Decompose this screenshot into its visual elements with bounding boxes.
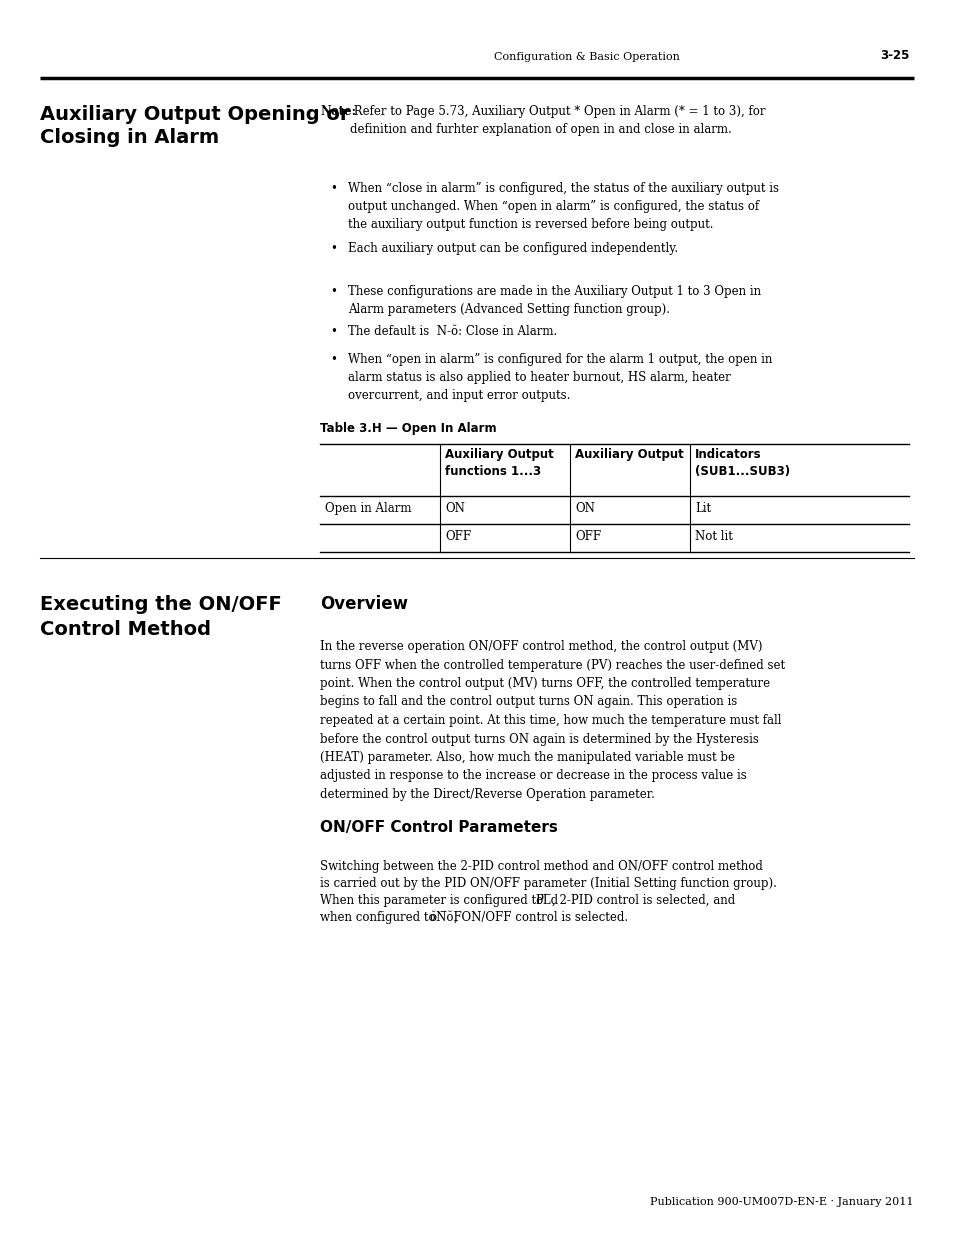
Text: Configuration & Basic Operation: Configuration & Basic Operation bbox=[494, 52, 679, 62]
Text: Auxiliary Output
functions 1...3: Auxiliary Output functions 1...3 bbox=[444, 448, 553, 478]
Text: Overview: Overview bbox=[319, 595, 408, 613]
Text: ON/OFF Control Parameters: ON/OFF Control Parameters bbox=[319, 820, 558, 835]
Text: When “close in alarm” is configured, the status of the auxiliary output is
outpu: When “close in alarm” is configured, the… bbox=[348, 182, 779, 231]
Text: P̅L̅d: P̅L̅d bbox=[535, 894, 558, 906]
Text: When “open in alarm” is configured for the alarm 1 output, the open in
alarm sta: When “open in alarm” is configured for t… bbox=[348, 353, 772, 403]
Text: These configurations are made in the Auxiliary Output 1 to 3 Open in
Alarm param: These configurations are made in the Aux… bbox=[348, 285, 760, 316]
Text: When this parameter is configured to: When this parameter is configured to bbox=[319, 894, 546, 906]
Text: Not lit: Not lit bbox=[695, 530, 732, 543]
Text: ŏN̅ŏF: ŏN̅ŏF bbox=[429, 911, 461, 924]
Text: •: • bbox=[330, 353, 336, 366]
Text: Switching between the 2-PID control method and ON/OFF control method: Switching between the 2-PID control meth… bbox=[319, 860, 762, 873]
Text: •: • bbox=[330, 182, 336, 195]
Text: In the reverse operation ON/OFF control method, the control output (MV)
turns OF: In the reverse operation ON/OFF control … bbox=[319, 640, 784, 802]
Text: ON: ON bbox=[575, 501, 595, 515]
Text: Lit: Lit bbox=[695, 501, 710, 515]
Text: Note:: Note: bbox=[319, 105, 355, 119]
Text: Indicators
(SUB1...SUB3): Indicators (SUB1...SUB3) bbox=[695, 448, 789, 478]
Text: is carried out by the PID ON/OFF parameter (Initial Setting function group).: is carried out by the PID ON/OFF paramet… bbox=[319, 877, 776, 890]
Text: , ON/OFF control is selected.: , ON/OFF control is selected. bbox=[454, 911, 627, 924]
Text: •: • bbox=[330, 325, 336, 338]
Text: ON: ON bbox=[444, 501, 464, 515]
Text: The default is  N-ŏ: Close in Alarm.: The default is N-ŏ: Close in Alarm. bbox=[348, 325, 557, 338]
Text: when configured to: when configured to bbox=[319, 911, 439, 924]
Text: Table 3.H — Open In Alarm: Table 3.H — Open In Alarm bbox=[319, 422, 497, 435]
Text: Auxiliary Output: Auxiliary Output bbox=[575, 448, 683, 461]
Text: •: • bbox=[330, 242, 336, 254]
Text: Executing the ON/OFF: Executing the ON/OFF bbox=[40, 595, 281, 614]
Text: OFF: OFF bbox=[575, 530, 600, 543]
Text: Auxiliary Output Opening or: Auxiliary Output Opening or bbox=[40, 105, 349, 124]
Text: 3-25: 3-25 bbox=[880, 49, 909, 62]
Text: Closing in Alarm: Closing in Alarm bbox=[40, 128, 219, 147]
Text: Publication 900-UM007D-EN-E · January 2011: Publication 900-UM007D-EN-E · January 20… bbox=[650, 1197, 913, 1207]
Text: , 2-PID control is selected, and: , 2-PID control is selected, and bbox=[552, 894, 735, 906]
Text: OFF: OFF bbox=[444, 530, 471, 543]
Text: Control Method: Control Method bbox=[40, 620, 211, 638]
Text: Refer to Page 5.73, Auxiliary Output * Open in Alarm (* = 1 to 3), for
definitio: Refer to Page 5.73, Auxiliary Output * O… bbox=[350, 105, 764, 136]
Text: •: • bbox=[330, 285, 336, 298]
Text: Each auxiliary output can be configured independently.: Each auxiliary output can be configured … bbox=[348, 242, 678, 254]
Text: Open in Alarm: Open in Alarm bbox=[325, 501, 411, 515]
